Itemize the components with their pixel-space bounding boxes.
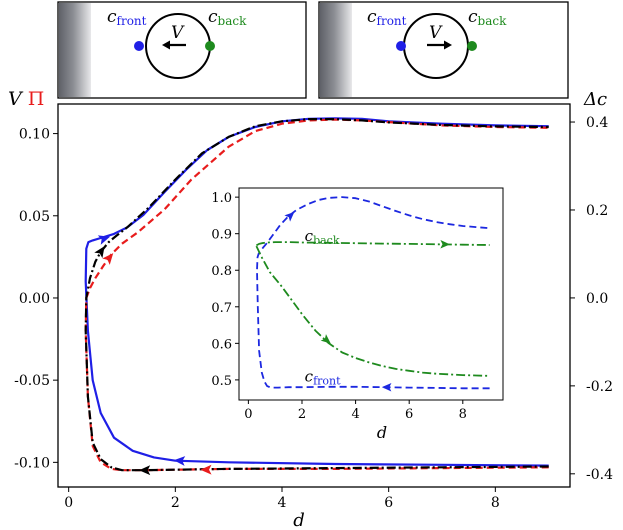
main-ytick-label: 0.00 <box>19 291 50 307</box>
inset-arrow-c-front-0 <box>284 212 295 222</box>
main-ytick-right-label: 0.4 <box>586 115 608 131</box>
inset-xlabel: d <box>377 423 387 442</box>
main-ytick-label: -0.10 <box>14 455 50 471</box>
main-axes: 0 2 4 6 8 0.10 0.05 0.00 -0.05 -0.10 0.4 0.2 0.0 -0.2… <box>14 115 613 511</box>
diagram-right-wall <box>320 3 352 97</box>
inset-ytick-label: 0.7 <box>211 301 232 316</box>
diagram-right-arrowhead <box>444 40 452 50</box>
main-ytick-label: 0.10 <box>19 127 50 143</box>
main-ytick-right-label: 0.2 <box>586 203 608 219</box>
diagram-left-cback-label: cback <box>208 7 247 28</box>
inset-xtick-label: 2 <box>298 407 306 422</box>
main-ytick-label: 0.05 <box>19 209 50 225</box>
diagram-right-front-dot <box>396 41 406 51</box>
main-arrows <box>94 235 212 476</box>
inset-chart: d 0 2 4 6 8 1.0 0.9 0.8 0.7 0.6 0.5 cback cfront <box>211 187 504 442</box>
main-ytick-label: -0.05 <box>14 373 50 389</box>
main-arrow-v-0 <box>97 235 110 245</box>
inset-arrow-c-back-decay-0 <box>320 334 331 344</box>
diagram-left-velocity-label: V <box>171 23 185 43</box>
inset-arrow-c-front-1 <box>381 383 392 392</box>
main-xtick-label: 8 <box>491 495 500 511</box>
diagram-left-arrowhead <box>162 40 170 50</box>
main-xtick-label: 6 <box>384 495 393 511</box>
inset-ytick-label: 0.9 <box>211 228 232 243</box>
inset-annotation-cback: cback <box>305 227 340 247</box>
inset-arrows <box>284 212 450 392</box>
diagram-left-wall <box>59 3 91 97</box>
main-ylabel-right: Δc <box>583 89 607 110</box>
inset-ytick-label: 0.5 <box>211 374 232 389</box>
inset-series-c-back <box>255 241 490 247</box>
diagram-left-cfront-label: cfront <box>107 7 147 28</box>
inset-arrow-c-back-0 <box>440 240 450 249</box>
diagram-left: V cfront cback <box>57 1 307 99</box>
inset-xtick-label: 8 <box>459 407 467 422</box>
inset-ytick-label: 0.8 <box>211 264 232 279</box>
diagram-right-velocity-label: V <box>429 23 443 43</box>
main-ytick-right-label: -0.2 <box>586 379 613 395</box>
main-series-- <box>84 118 549 472</box>
main-xtick-label: 0 <box>64 495 73 511</box>
diagram-right-back-dot <box>467 41 477 51</box>
diagram-left-front-dot <box>134 41 144 51</box>
inset-ytick-label: 0.6 <box>211 337 232 352</box>
inset-xtick-label: 6 <box>405 407 413 422</box>
main-arrow---1 <box>200 464 212 475</box>
inset-axes: 0 2 4 6 8 1.0 0.9 0.8 0.7 0.6 0.5 <box>211 191 467 422</box>
diagram-right-cback-label: cback <box>468 7 507 28</box>
main-xtick-label: 4 <box>278 495 287 511</box>
main-xlabel: d <box>293 510 305 530</box>
inset-series-c-front <box>256 196 490 390</box>
inset-xtick-label: 4 <box>351 407 359 422</box>
inset-plot-frame <box>238 187 504 401</box>
main-arrow---0 <box>102 253 114 265</box>
main-ytick-right-label: -0.4 <box>586 467 613 483</box>
main-xtick-label: 2 <box>171 495 180 511</box>
inset-series-c-back-decay <box>255 245 490 377</box>
inset-series <box>255 196 490 390</box>
diagram-left-back-dot <box>205 41 215 51</box>
main-arrow--c-0 <box>94 246 105 259</box>
inset-ytick-label: 1.0 <box>211 191 232 206</box>
main-arrow-v-1 <box>173 456 186 466</box>
inset-xtick-label: 0 <box>244 407 252 422</box>
diagram-right-cfront-label: cfront <box>367 7 407 28</box>
main-ytick-right-label: 0.0 <box>586 291 608 307</box>
main-arrow--c-1 <box>139 465 151 476</box>
inset-annotation-cfront: cfront <box>305 368 341 388</box>
diagram-right: V cfront cback <box>318 1 569 99</box>
